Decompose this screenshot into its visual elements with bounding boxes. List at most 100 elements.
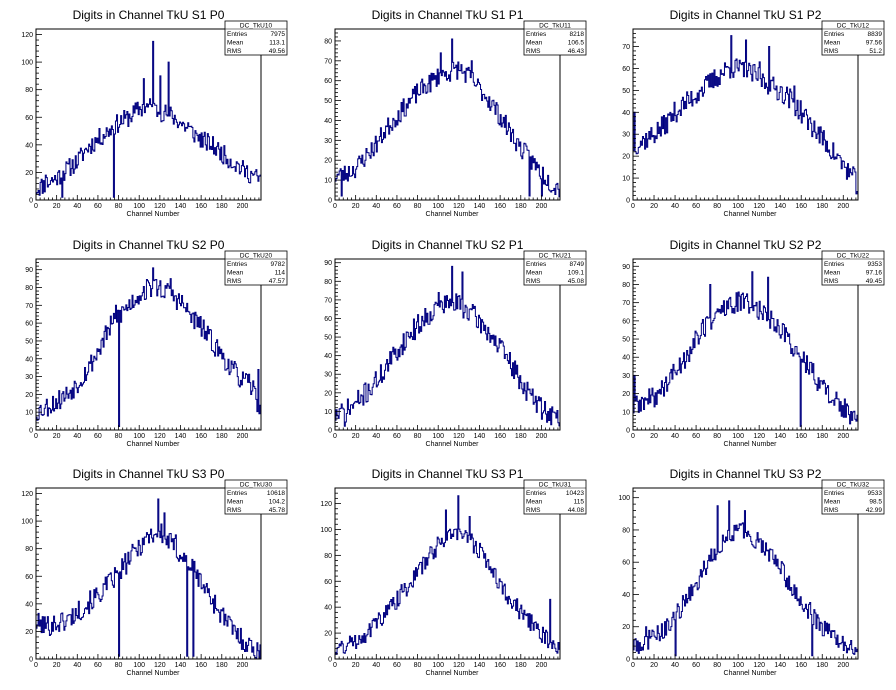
y-tick-label: 0 — [328, 428, 332, 435]
stats-box-name: DC_TkU32 — [837, 482, 870, 489]
stats-label: Mean — [526, 40, 543, 47]
x-tick-label: 0 — [333, 203, 337, 210]
stats-value: 45.08 — [568, 278, 585, 285]
x-tick-label: 140 — [175, 662, 187, 669]
x-tick-label: 60 — [393, 433, 401, 440]
x-tick-label: 100 — [732, 433, 744, 440]
y-tick-label: 30 — [622, 132, 630, 139]
y-tick-label: 60 — [324, 579, 332, 586]
y-tick-label: 90 — [25, 267, 33, 274]
stats-label: Entries — [526, 490, 547, 497]
stats-value: 8218 — [570, 31, 585, 38]
stats-value: 115 — [574, 499, 585, 506]
stats-label: Entries — [526, 261, 547, 268]
plot-frame — [632, 487, 859, 660]
x-tick-label: 180 — [216, 203, 228, 210]
stats-label: Entries — [824, 31, 845, 38]
x-tick-label: 120 — [753, 662, 765, 669]
x-tick-label: 40 — [73, 203, 81, 210]
histogram-line — [335, 495, 560, 655]
stats-label: Entries — [824, 261, 845, 268]
x-tick-label: 20 — [650, 662, 658, 669]
x-tick-label: 0 — [34, 662, 38, 669]
stats-value: 10423 — [566, 490, 584, 497]
x-tick-label: 40 — [73, 433, 81, 440]
x-tick-label: 200 — [837, 433, 849, 440]
x-tick-label: 20 — [650, 203, 658, 210]
plot-frame — [334, 28, 561, 201]
y-tick-label: 30 — [622, 373, 630, 380]
x-tick-label: 200 — [237, 203, 249, 210]
y-tick-label: 40 — [25, 601, 33, 608]
x-tick-label: 0 — [631, 662, 635, 669]
chart-title: Digits in Channel TkU S2 P1 — [372, 238, 524, 252]
stats-label: Entries — [526, 31, 547, 38]
x-tick-label: 200 — [536, 662, 548, 669]
y-tick-label: 80 — [622, 282, 630, 289]
stats-label: RMS — [227, 507, 242, 514]
stats-label: RMS — [526, 507, 541, 514]
stats-value: 46.43 — [568, 48, 585, 55]
y-tick-label: 0 — [328, 657, 332, 664]
y-tick-label: 90 — [324, 260, 332, 267]
stats-value: 44.08 — [568, 507, 585, 514]
x-tick-label: 160 — [195, 662, 207, 669]
x-tick-label: 100 — [133, 203, 145, 210]
x-tick-label: 0 — [333, 433, 337, 440]
stats-value: 42.99 — [866, 507, 883, 514]
stats-box-name: DC_TkU20 — [240, 253, 273, 260]
x-tick-label: 200 — [237, 662, 249, 669]
y-tick-label: 40 — [25, 356, 33, 363]
y-tick-label: 50 — [324, 98, 332, 105]
y-tick-label: 70 — [324, 58, 332, 65]
x-tick-label: 140 — [175, 203, 187, 210]
y-tick-label: 50 — [622, 337, 630, 344]
x-tick-label: 120 — [753, 433, 765, 440]
y-tick-label: 20 — [25, 170, 33, 177]
x-tick-label: 40 — [372, 662, 380, 669]
x-tick-label: 160 — [195, 203, 207, 210]
x-tick-label: 100 — [732, 203, 744, 210]
y-tick-label: 80 — [25, 285, 33, 292]
x-tick-label: 100 — [432, 203, 444, 210]
x-tick-label: 0 — [631, 433, 635, 440]
stats-value: 47.57 — [269, 278, 286, 285]
y-tick-label: 0 — [29, 657, 33, 664]
y-tick-label: 40 — [324, 118, 332, 125]
x-axis-label: Channel Number — [724, 211, 778, 218]
x-tick-label: 100 — [133, 433, 145, 440]
x-tick-label: 20 — [352, 203, 360, 210]
stats-label: RMS — [227, 278, 242, 285]
stats-label: Entries — [227, 490, 248, 497]
x-axis-label: Channel Number — [724, 441, 778, 448]
stats-value: 106.5 — [568, 40, 585, 47]
stats-box-name: DC_TkU21 — [539, 253, 572, 260]
x-tick-label: 160 — [494, 433, 506, 440]
y-tick-label: 10 — [324, 178, 332, 185]
x-axis-label: Channel Number — [724, 670, 778, 677]
stats-value: 49.56 — [269, 48, 286, 55]
y-tick-label: 70 — [25, 303, 33, 310]
stats-box-name: DC_TkU10 — [240, 23, 273, 30]
x-tick-label: 120 — [154, 662, 166, 669]
stats-label: Entries — [227, 31, 248, 38]
x-tick-label: 40 — [73, 662, 81, 669]
y-tick-label: 30 — [25, 374, 33, 381]
chart-title: Digits in Channel TkU S2 P0 — [73, 238, 225, 252]
y-tick-label: 20 — [622, 391, 630, 398]
x-tick-label: 80 — [115, 662, 123, 669]
y-tick-label: 120 — [320, 501, 332, 508]
y-tick-label: 100 — [21, 60, 33, 67]
x-tick-label: 140 — [474, 433, 486, 440]
y-tick-label: 10 — [25, 410, 33, 417]
plot-frame — [35, 28, 262, 201]
histogram-panel-DC_TkU32: Digits in Channel TkU S3 P2 0 20 40 60 80 100 1… — [618, 467, 885, 677]
x-tick-label: 160 — [795, 203, 807, 210]
x-tick-label: 40 — [671, 662, 679, 669]
x-tick-label: 60 — [393, 662, 401, 669]
stats-label: Mean — [227, 499, 244, 506]
x-tick-label: 40 — [671, 433, 679, 440]
x-tick-label: 180 — [216, 433, 228, 440]
